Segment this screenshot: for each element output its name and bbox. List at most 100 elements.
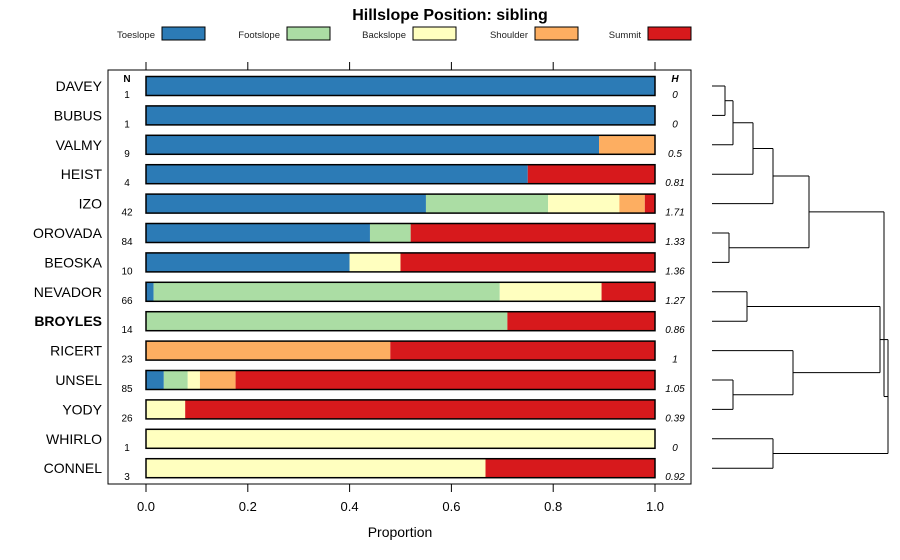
bar-segment (187, 370, 200, 390)
row-h: 0 (672, 443, 678, 454)
row-n: 1 (124, 90, 130, 101)
bar-segment (400, 252, 655, 272)
bar-outline (145, 281, 656, 303)
bar-outline (145, 369, 656, 391)
bar-outline (145, 193, 656, 214)
bar-outline (145, 163, 656, 185)
bar-segment (527, 164, 655, 184)
row-h: 1.33 (665, 237, 685, 248)
row-h: 0.81 (665, 178, 684, 189)
row-label: NEVADOR (34, 284, 102, 300)
x-axis-label: Proportion (368, 524, 433, 540)
x-axis-ticks: 0.0 0.2 0.4 0.6 0.8 1.0 (137, 62, 664, 514)
row-h: 0.5 (668, 149, 682, 160)
row-label: BROYLES (34, 313, 102, 329)
row-h: 0 (672, 90, 678, 101)
row-label: YODY (62, 401, 102, 417)
bar-segment (619, 194, 645, 214)
row-n: 14 (121, 325, 133, 336)
legend-swatch (647, 26, 692, 41)
bar-outline (145, 399, 656, 420)
bar-segment (599, 135, 655, 155)
row-h: 1.36 (665, 266, 685, 277)
bar-segment (644, 194, 655, 214)
bar-segment (146, 341, 391, 361)
row-n: 23 (121, 355, 133, 366)
row-label: VALMY (56, 137, 103, 153)
bar-segment (146, 429, 655, 449)
tick-label: 0.0 (137, 499, 155, 514)
tick-label: 0.6 (442, 499, 460, 514)
row-n: 42 (121, 208, 133, 219)
row-label: IZO (79, 196, 102, 212)
chart-title: Hillslope Position: sibling (352, 7, 548, 24)
bar-outline (145, 310, 656, 332)
row-label: BEOSKA (44, 254, 102, 270)
row-h: 1.27 (665, 296, 685, 307)
bar-segment (235, 370, 656, 390)
row-label: BUBUS (54, 107, 102, 123)
bar-segment (185, 399, 655, 419)
bar-segment (369, 223, 411, 243)
bar-outline (145, 134, 656, 156)
h-column-header: H (671, 74, 679, 85)
tick-label: 0.4 (341, 499, 359, 514)
bar-segment (153, 282, 500, 302)
row-n: 10 (121, 266, 133, 277)
bar-segment (349, 252, 401, 272)
bar-outline (145, 457, 656, 479)
bar-segment (410, 223, 655, 243)
row-n: 84 (121, 237, 133, 248)
row-h: 0.86 (665, 325, 685, 336)
row-h: 0.92 (665, 472, 685, 483)
bar-segment (146, 164, 528, 184)
bar-segment (146, 282, 154, 302)
bar-segment (601, 282, 655, 302)
row-h: 1 (672, 355, 678, 366)
bar-segment (146, 194, 426, 214)
row-h: 0.39 (665, 413, 685, 424)
row-n: 3 (124, 472, 130, 483)
bar-segment (163, 370, 188, 390)
row-n: 1 (124, 443, 130, 454)
bar-outline (145, 222, 656, 244)
bar-segment (146, 458, 486, 478)
bar-segment (146, 76, 655, 96)
legend-label: Shoulder (490, 30, 528, 41)
bar-segment (146, 252, 350, 272)
bar-segment (507, 311, 655, 331)
plot-frame (107, 69, 692, 485)
bar-segment (499, 282, 602, 302)
bar-segment (199, 370, 236, 390)
legend-swatch (286, 26, 331, 41)
bar-segment (425, 194, 549, 214)
legend-label: Summit (609, 30, 642, 41)
tick-label: 0.2 (239, 499, 257, 514)
bar-segment (146, 223, 370, 243)
row-h: 1.71 (665, 208, 684, 219)
row-n: 85 (121, 384, 133, 395)
bar-outline (145, 105, 656, 126)
row-label: DAVEY (56, 78, 103, 94)
row-label: WHIRLO (46, 431, 102, 447)
bar-outline (145, 340, 656, 361)
tick-label: 0.8 (544, 499, 562, 514)
legend-label: Backslope (362, 30, 406, 41)
row-label: RICERT (50, 343, 102, 359)
row-n: 26 (121, 413, 133, 424)
legend-swatch (412, 26, 457, 41)
row-label: UNSEL (55, 372, 102, 388)
row-n: 9 (124, 149, 130, 160)
bar-segment (548, 194, 620, 214)
row-n: 1 (124, 119, 130, 130)
bar-segment (390, 341, 655, 361)
bar-segment (146, 370, 164, 390)
legend-swatch (534, 26, 579, 41)
bar-segment (146, 399, 186, 419)
row-label: HEIST (61, 166, 103, 182)
dendrogram (712, 85, 889, 469)
bar-outline (145, 252, 656, 273)
tick-label: 1.0 (646, 499, 664, 514)
